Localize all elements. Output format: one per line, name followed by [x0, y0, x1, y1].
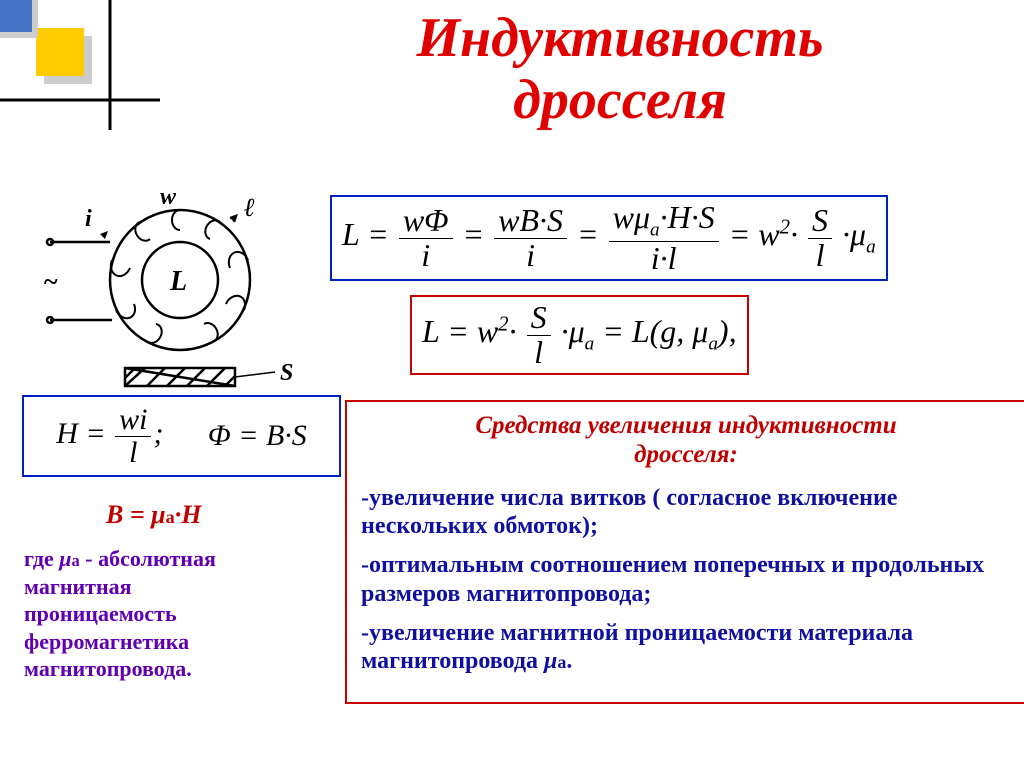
formula-h-phi-box: H = wil; Φ = B·S	[22, 395, 341, 477]
lbl-i: i	[85, 206, 92, 232]
mu-note: где μa - абсолютная магнитная проницаемо…	[24, 545, 324, 683]
formula-second-box: L = w2· Sl ·μa = L(g, μa),	[410, 295, 749, 375]
lbl-S: S	[280, 360, 293, 386]
phi-formula: Φ = B·S	[208, 419, 307, 453]
lbl-l: ℓ	[244, 193, 255, 222]
b-equation: B = μa·H	[106, 500, 201, 530]
mf-lead: L =	[342, 216, 389, 252]
lbl-L: L	[169, 266, 187, 297]
means-item-2: -оптимальным соотношением поперечных и п…	[361, 551, 1011, 609]
formula-main-box: L = wΦi = wB·Si = wμa·H·Si·l = w2· Sl ·μ…	[330, 195, 888, 281]
means-box: Средства увеличения индуктивности дроссе…	[345, 400, 1024, 704]
title-line2: дросселя	[513, 69, 727, 131]
means-title: Средства увеличения индуктивности дроссе…	[361, 412, 1011, 470]
slide-title: Индуктивность дросселя	[240, 8, 1000, 131]
lbl-w: w	[160, 190, 177, 210]
lbl-tilde: ~	[44, 267, 58, 296]
means-item-3: -увеличение магнитной проницаемости мате…	[361, 619, 1011, 677]
means-item-1: -увеличение числа витков ( согласное вкл…	[361, 484, 1011, 542]
toroid-diagram: i w ℓ L ~ S	[30, 190, 330, 400]
deco-corner	[0, 0, 160, 130]
title-line1: Индуктивность	[416, 7, 823, 69]
